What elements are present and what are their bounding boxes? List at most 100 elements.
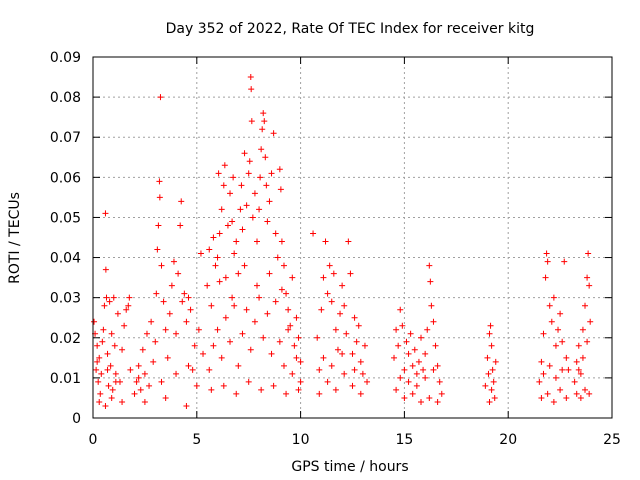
data-point bbox=[343, 330, 350, 337]
data-point bbox=[320, 274, 327, 281]
data-point bbox=[579, 326, 586, 333]
y-tick-label: 0.07 bbox=[50, 130, 81, 146]
data-point bbox=[111, 342, 118, 349]
data-point bbox=[185, 294, 192, 301]
data-point bbox=[401, 366, 408, 373]
x-tick-label: 0 bbox=[89, 432, 98, 448]
data-point bbox=[339, 350, 346, 357]
data-point bbox=[243, 202, 250, 209]
data-point bbox=[109, 386, 116, 393]
data-point bbox=[251, 190, 258, 197]
data-point bbox=[330, 270, 337, 277]
data-point bbox=[195, 326, 202, 333]
data-point bbox=[322, 238, 329, 245]
data-point bbox=[582, 302, 589, 309]
data-point bbox=[585, 250, 592, 257]
data-point bbox=[141, 370, 148, 377]
data-point bbox=[557, 386, 564, 393]
data-point bbox=[266, 270, 273, 277]
data-point bbox=[276, 166, 283, 173]
data-point bbox=[135, 362, 142, 369]
data-point bbox=[233, 238, 240, 245]
data-point bbox=[316, 366, 323, 373]
data-point bbox=[490, 378, 497, 385]
data-point bbox=[544, 258, 551, 265]
data-point bbox=[262, 154, 269, 161]
data-point bbox=[258, 146, 265, 153]
data-point bbox=[328, 362, 335, 369]
data-point bbox=[108, 394, 115, 401]
data-point bbox=[98, 370, 105, 377]
data-point bbox=[224, 222, 231, 229]
data-point bbox=[422, 374, 429, 381]
data-point bbox=[185, 362, 192, 369]
data-point bbox=[586, 282, 593, 289]
data-point bbox=[546, 302, 553, 309]
data-point bbox=[488, 386, 495, 393]
data-point bbox=[318, 306, 325, 313]
data-point bbox=[112, 378, 119, 385]
data-point bbox=[183, 402, 190, 409]
data-point bbox=[543, 250, 550, 257]
y-tick-label: 0.09 bbox=[50, 50, 81, 66]
data-point bbox=[584, 338, 591, 345]
data-point bbox=[542, 274, 549, 281]
data-point bbox=[536, 378, 543, 385]
data-point bbox=[227, 190, 234, 197]
data-point bbox=[550, 294, 557, 301]
data-point bbox=[158, 378, 165, 385]
data-point bbox=[546, 362, 553, 369]
data-point bbox=[324, 290, 331, 297]
data-point bbox=[287, 322, 294, 329]
data-point bbox=[264, 218, 271, 225]
data-point bbox=[349, 382, 356, 389]
data-point bbox=[289, 274, 296, 281]
data-point bbox=[248, 118, 255, 125]
data-point bbox=[403, 338, 410, 345]
data-point bbox=[482, 382, 489, 389]
data-point bbox=[215, 170, 222, 177]
data-point bbox=[114, 310, 121, 317]
data-point bbox=[430, 318, 437, 325]
data-point bbox=[260, 334, 267, 341]
data-point bbox=[239, 226, 246, 233]
data-point bbox=[154, 246, 161, 253]
y-tick-label: 0.01 bbox=[50, 371, 81, 387]
data-point bbox=[210, 234, 217, 241]
data-point bbox=[119, 398, 126, 405]
data-point bbox=[101, 302, 108, 309]
data-point bbox=[559, 338, 566, 345]
data-point bbox=[353, 338, 360, 345]
data-point bbox=[310, 230, 317, 237]
data-point bbox=[422, 350, 429, 357]
y-tick-label: 0.06 bbox=[50, 170, 81, 186]
data-point bbox=[106, 298, 113, 305]
data-point bbox=[557, 310, 564, 317]
data-point bbox=[156, 194, 163, 201]
x-axis-label: GPS time / hours bbox=[291, 459, 408, 475]
data-point bbox=[418, 398, 425, 405]
data-point bbox=[276, 338, 283, 345]
data-point bbox=[256, 294, 263, 301]
data-point bbox=[573, 390, 580, 397]
data-point bbox=[229, 218, 236, 225]
data-point bbox=[314, 334, 321, 341]
data-point bbox=[559, 366, 566, 373]
data-point bbox=[218, 354, 225, 361]
data-point bbox=[409, 390, 416, 397]
data-point bbox=[548, 318, 555, 325]
data-point bbox=[222, 314, 229, 321]
data-point bbox=[261, 118, 268, 125]
data-point bbox=[280, 362, 287, 369]
data-point bbox=[575, 342, 582, 349]
data-point bbox=[544, 390, 551, 397]
data-point bbox=[393, 326, 400, 333]
data-point bbox=[175, 270, 182, 277]
data-point bbox=[587, 318, 594, 325]
data-point bbox=[220, 182, 227, 189]
data-point bbox=[430, 366, 437, 373]
data-point bbox=[577, 370, 584, 377]
data-point bbox=[227, 338, 234, 345]
data-point bbox=[189, 366, 196, 373]
data-point bbox=[491, 394, 498, 401]
